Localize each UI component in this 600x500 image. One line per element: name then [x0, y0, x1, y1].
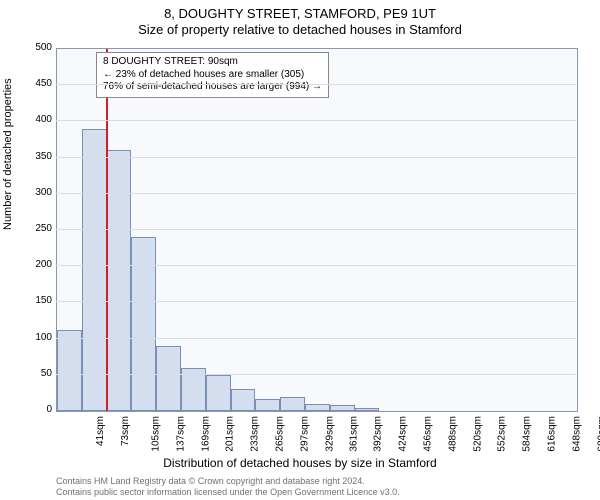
property-marker — [106, 49, 108, 411]
x-tick-label: 169sqm — [200, 416, 211, 452]
x-tick-label: 265sqm — [275, 416, 286, 452]
histogram-bar — [107, 150, 132, 411]
gridline — [56, 338, 576, 339]
gridline — [56, 193, 576, 194]
histogram-bar — [355, 408, 380, 411]
gridline — [56, 265, 576, 266]
y-tick-label: 300 — [12, 187, 52, 198]
x-tick-label: 680sqm — [596, 416, 600, 452]
y-tick-label: 450 — [12, 78, 52, 89]
histogram-bar — [280, 397, 305, 411]
y-tick-label: 400 — [12, 114, 52, 125]
x-tick-label: 233sqm — [250, 416, 261, 452]
annotation-line: 76% of semi-detached houses are larger (… — [103, 81, 322, 94]
y-tick-label: 500 — [12, 42, 52, 53]
y-tick-label: 50 — [12, 368, 52, 379]
gridline — [56, 120, 576, 121]
gridline — [56, 374, 576, 375]
x-tick-label: 424sqm — [398, 416, 409, 452]
x-tick-label: 297sqm — [299, 416, 310, 452]
x-tick-label: 392sqm — [373, 416, 384, 452]
x-tick-label: 73sqm — [120, 416, 131, 446]
attribution: Contains HM Land Registry data © Crown c… — [56, 476, 400, 499]
histogram-bar — [156, 346, 181, 411]
gridline — [56, 157, 576, 158]
x-tick-label: 137sqm — [175, 416, 186, 452]
histogram-bar — [305, 404, 330, 411]
gridline — [56, 229, 576, 230]
x-tick-label: 105sqm — [151, 416, 162, 452]
annotation-box: 8 DOUGHTY STREET: 90sqm ← 23% of detache… — [96, 52, 329, 98]
x-tick-label: 520sqm — [472, 416, 483, 452]
y-tick-label: 150 — [12, 295, 52, 306]
histogram-bar — [206, 375, 231, 411]
x-axis-label: Distribution of detached houses by size … — [0, 456, 600, 470]
x-tick-label: 201sqm — [225, 416, 236, 452]
histogram-bar — [231, 389, 256, 411]
y-tick-label: 200 — [12, 259, 52, 270]
histogram-bar — [131, 237, 156, 411]
histogram-bar — [330, 405, 355, 411]
annotation-line: ← 23% of detached houses are smaller (30… — [103, 69, 322, 82]
gridline — [56, 84, 576, 85]
annotation-line: 8 DOUGHTY STREET: 90sqm — [103, 56, 322, 69]
page-title: 8, DOUGHTY STREET, STAMFORD, PE9 1UT — [0, 6, 600, 21]
gridline — [56, 301, 576, 302]
histogram-bar — [82, 129, 107, 411]
y-tick-label: 100 — [12, 332, 52, 343]
plot-area — [56, 48, 578, 412]
x-tick-label: 616sqm — [547, 416, 558, 452]
y-tick-label: 0 — [12, 404, 52, 415]
x-tick-label: 648sqm — [571, 416, 582, 452]
histogram-bar — [57, 330, 82, 411]
x-tick-label: 456sqm — [423, 416, 434, 452]
histogram-bar — [255, 399, 280, 411]
x-tick-label: 41sqm — [95, 416, 106, 446]
footer-line: Contains HM Land Registry data © Crown c… — [56, 476, 400, 487]
x-tick-label: 329sqm — [324, 416, 335, 452]
x-tick-label: 488sqm — [447, 416, 458, 452]
page-subtitle: Size of property relative to detached ho… — [0, 22, 600, 37]
chart-container: 8, DOUGHTY STREET, STAMFORD, PE9 1UT Siz… — [0, 0, 600, 500]
y-tick-label: 350 — [12, 151, 52, 162]
x-tick-label: 552sqm — [497, 416, 508, 452]
footer-line: Contains public sector information licen… — [56, 487, 400, 498]
y-tick-label: 250 — [12, 223, 52, 234]
x-tick-label: 361sqm — [349, 416, 360, 452]
x-tick-label: 584sqm — [522, 416, 533, 452]
